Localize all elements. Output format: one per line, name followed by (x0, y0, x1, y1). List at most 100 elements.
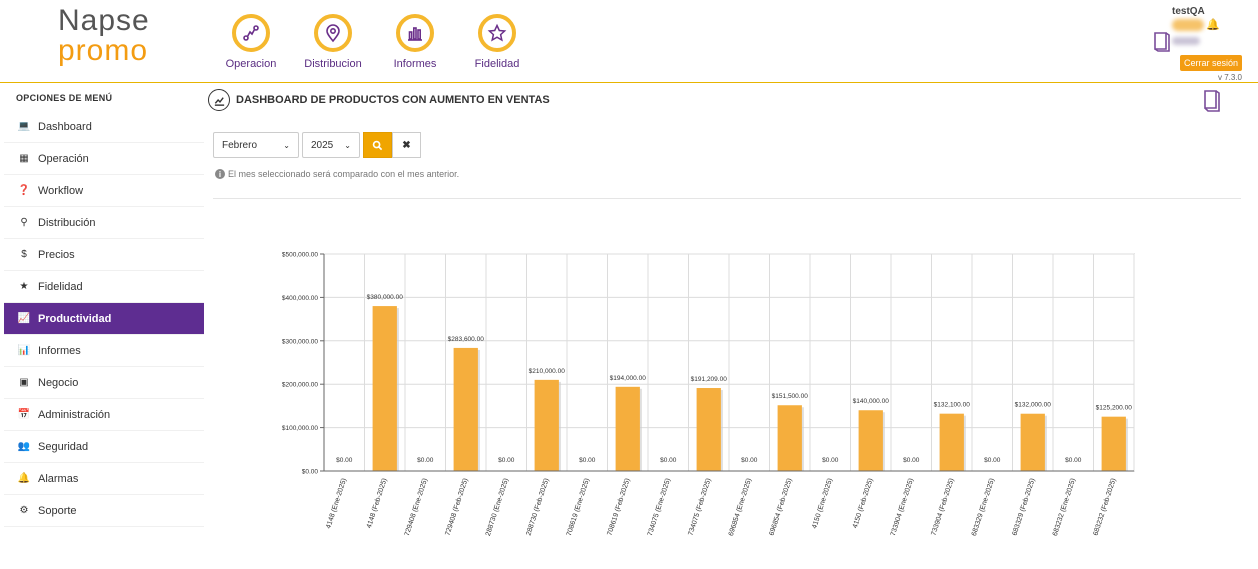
logo-line2: promo (58, 34, 149, 67)
x-tick-label: 683329 (Feb-2025) (1011, 477, 1036, 536)
sidebar-item-label: Administración (38, 408, 111, 421)
topnav-operacion-label: Operacion (225, 58, 277, 70)
month-select[interactable]: Febrero ⌄ (213, 132, 299, 158)
sidebar-item-operacion[interactable]: ▦ Operación (4, 143, 204, 175)
data-label: $0.00 (498, 457, 515, 464)
bar (858, 410, 883, 471)
close-icon: ✖ (402, 139, 411, 151)
page-title-text: DASHBOARD DE PRODUCTOS CON AUMENTO EN VE… (236, 94, 550, 106)
sidebar-item-dashboard[interactable]: 💻 Dashboard (4, 111, 204, 143)
sidebar-item-label: Negocio (38, 376, 79, 389)
info-icon: i (215, 169, 225, 179)
sidebar-item-label: Precios (38, 248, 75, 261)
sidebar-item-informes[interactable]: 📊 Informes (4, 335, 204, 367)
bar (1101, 416, 1126, 471)
topnav-distribucion[interactable]: Distribucion (292, 14, 374, 70)
sidebar-item-label: Soporte (38, 504, 77, 517)
sidebar-item-administracion[interactable]: 📅 Administración (4, 399, 204, 431)
data-label: $210,000.00 (529, 368, 566, 375)
data-label: $0.00 (741, 457, 758, 464)
sidebar-item-precios[interactable]: $ Precios (4, 239, 204, 271)
topnav-fidelidad[interactable]: Fidelidad (456, 14, 538, 70)
logo-line1: Napse (58, 4, 150, 37)
sidebar-item-label: Alarmas (38, 472, 79, 485)
data-label: $0.00 (336, 457, 353, 464)
data-label: $151,500.00 (772, 393, 809, 400)
x-tick-label: 708619 (Feb-2025) (606, 477, 631, 536)
building-icon: ▣ (19, 377, 29, 388)
year-select-value: 2025 (311, 139, 334, 151)
data-label: $0.00 (984, 457, 1001, 464)
sidebar-item-fidelidad[interactable]: ★ Fidelidad (4, 271, 204, 303)
sidebar-item-label: Seguridad (38, 440, 89, 453)
users-icon: 👥 (17, 441, 31, 452)
line-chart-icon (208, 89, 230, 111)
question-circle-icon: ❓ (17, 185, 31, 196)
data-label: $0.00 (1065, 457, 1082, 464)
search-icon (372, 140, 383, 150)
sidebar-item-negocio[interactable]: ▣ Negocio (4, 367, 204, 399)
y-tick-label: $200,000.00 (282, 382, 319, 389)
sidebar-item-label: Operación (38, 152, 89, 165)
logout-button[interactable]: Cerrar sesión (1179, 55, 1242, 71)
x-tick-label: 288730 (Ene-2025) (485, 477, 510, 537)
bell-icon[interactable]: 🔔 (1206, 19, 1220, 31)
star-icon: ★ (19, 281, 29, 292)
y-tick-label: $300,000.00 (282, 338, 319, 345)
gear-icon: ⚙ (19, 505, 29, 516)
x-tick-label: 696854 (Ene-2025) (728, 477, 753, 537)
user-company-blurred (1172, 37, 1200, 45)
bar (372, 306, 397, 471)
bar-chart-icon: 📊 (17, 345, 31, 356)
x-tick-label: 733904 (Ene-2025) (890, 477, 915, 537)
topnav-informes[interactable]: Informes (374, 14, 456, 70)
data-label: $0.00 (822, 457, 839, 464)
sidebar-item-seguridad[interactable]: 👥 Seguridad (4, 431, 204, 463)
data-label: $380,000.00 (367, 294, 404, 301)
sidebar-menu: 💻 Dashboard ▦ Operación ❓ Workflow ⚲ Distribuci… (4, 111, 204, 527)
sidebar-title: OPCIONES DE MENÚ (16, 93, 113, 103)
page-title: DASHBOARD DE PRODUCTOS CON AUMENTO EN VE… (208, 89, 550, 111)
data-label: $0.00 (660, 457, 677, 464)
month-select-value: Febrero (222, 139, 258, 151)
map-pin-icon (314, 14, 352, 52)
chart-container: $0.00 $100,000.00 $200,000.00 $300,000.00 $4… (206, 234, 1246, 569)
data-label: $0.00 (417, 457, 434, 464)
divider (213, 198, 1241, 199)
bar (615, 386, 640, 471)
sidebar-item-label: Productividad (38, 312, 112, 325)
bar (939, 413, 964, 471)
x-tick-label: 4148 (Ene-2025) (325, 477, 348, 529)
route-icon (232, 14, 270, 52)
sidebar-item-productividad[interactable]: 📈 Productividad (4, 303, 204, 335)
data-label: $191,209.00 (691, 376, 728, 383)
sidebar-item-label: Informes (38, 344, 81, 357)
book-icon[interactable] (1202, 88, 1222, 112)
main-content: DASHBOARD DE PRODUCTOS CON AUMENTO EN VE… (206, 84, 1252, 568)
clear-button[interactable]: ✖ (392, 132, 421, 158)
hint-text-label: El mes seleccionado será comparado con e… (228, 169, 460, 179)
data-label: $194,000.00 (610, 375, 647, 382)
napse-logo[interactable]: Napse promo (58, 6, 150, 66)
bar (453, 347, 478, 471)
topnav-operacion[interactable]: Operacion (210, 14, 292, 70)
topnav-distribucion-label: Distribucion (304, 58, 362, 70)
user-role-blurred (1172, 19, 1204, 31)
bar (696, 388, 721, 471)
sidebar-item-alarmas[interactable]: 🔔 Alarmas (4, 463, 204, 495)
bar-chart: $0.00 $100,000.00 $200,000.00 $300,000.00 $4… (282, 252, 1135, 537)
sidebar-item-soporte[interactable]: ⚙ Soporte (4, 495, 204, 527)
x-tick-label: 729408 (Ene-2025) (404, 477, 429, 537)
y-tick-label: $500,000.00 (282, 252, 319, 259)
year-select[interactable]: 2025 ⌄ (302, 132, 360, 158)
x-tick-label: 683232 (Ene-2025) (1052, 477, 1077, 537)
sidebar-item-distribucion[interactable]: ⚲ Distribución (4, 207, 204, 239)
book-icon[interactable] (1152, 30, 1172, 52)
dollar-icon: $ (21, 249, 27, 260)
search-button[interactable] (363, 132, 392, 158)
hint-text: i El mes seleccionado será comparado con… (215, 169, 459, 179)
data-label: $140,000.00 (853, 398, 890, 405)
filters: Febrero ⌄ 2025 ⌄ ✖ (213, 132, 421, 158)
sidebar-item-workflow[interactable]: ❓ Workflow (4, 175, 204, 207)
data-label: $132,000.00 (1015, 402, 1052, 409)
